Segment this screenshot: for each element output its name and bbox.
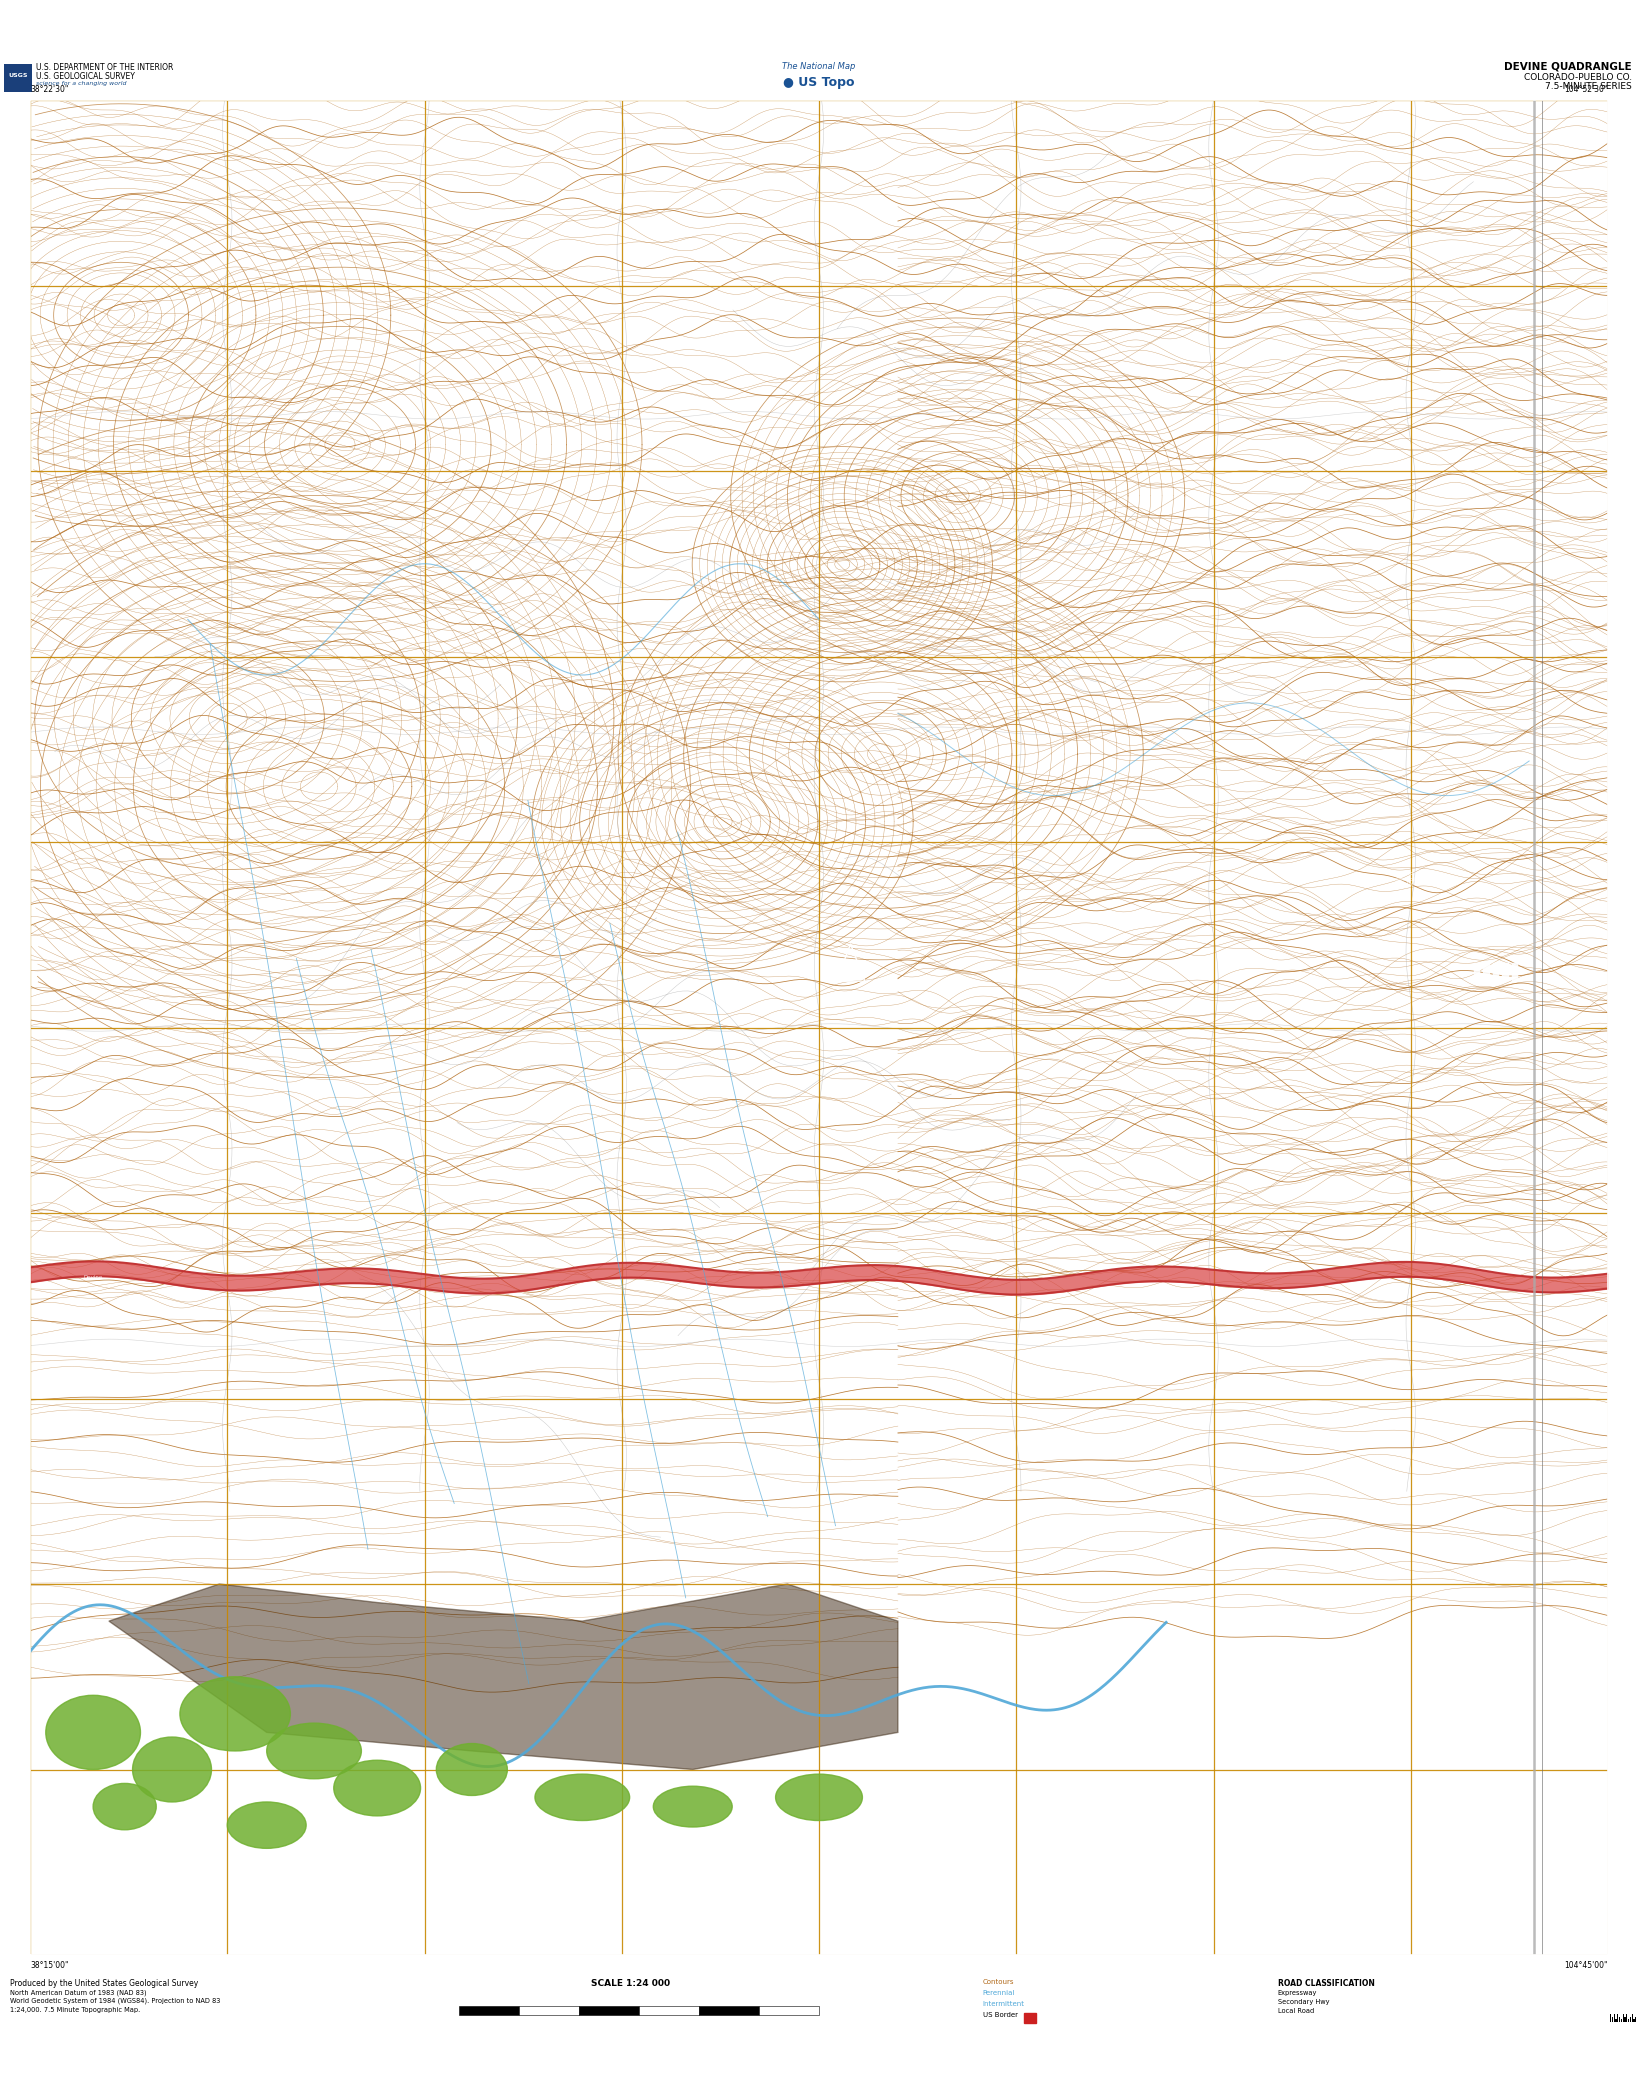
Text: US Border: US Border: [983, 2013, 1017, 2017]
Text: 38°15'00": 38°15'00": [29, 1961, 69, 1969]
Ellipse shape: [228, 1802, 306, 1848]
Ellipse shape: [654, 1785, 732, 1827]
Ellipse shape: [180, 1677, 290, 1752]
Polygon shape: [108, 1585, 898, 1769]
Bar: [758, 2007, 819, 2015]
Bar: [519, 2007, 578, 2015]
Bar: [1024, 2013, 1035, 2023]
Text: Expressway: Expressway: [1278, 1990, 1317, 1996]
Bar: [3, 65, 33, 92]
Text: Perennial: Perennial: [983, 1990, 1016, 1996]
Text: The National Map: The National Map: [783, 63, 855, 71]
Ellipse shape: [93, 1783, 156, 1829]
Text: Intermittent: Intermittent: [983, 2000, 1025, 2007]
Text: DEVINE QUADRANGLE: DEVINE QUADRANGLE: [1504, 63, 1631, 71]
Bar: [1502, 963, 1509, 981]
Text: Secondary Hwy: Secondary Hwy: [1278, 1998, 1328, 2004]
Bar: [639, 2007, 699, 2015]
Text: 7.5-MINUTE SERIES: 7.5-MINUTE SERIES: [1545, 81, 1631, 92]
Ellipse shape: [133, 1737, 211, 1802]
Bar: [1512, 963, 1518, 981]
Text: Produced by the United States Geological Survey: Produced by the United States Geological…: [10, 1979, 198, 1988]
Text: 104°45'00": 104°45'00": [1564, 1961, 1609, 1969]
Bar: [459, 2007, 519, 2015]
Ellipse shape: [46, 1695, 141, 1769]
Text: ROAD CLASSIFICATION: ROAD CLASSIFICATION: [1278, 1979, 1374, 1988]
Bar: [699, 2007, 758, 2015]
Bar: [1492, 963, 1499, 981]
Ellipse shape: [436, 1743, 508, 1796]
Text: 1:24,000. 7.5 Minute Topographic Map.: 1:24,000. 7.5 Minute Topographic Map.: [10, 2007, 141, 2013]
Text: science for a changing world: science for a changing world: [36, 81, 126, 86]
Text: World Geodetic System of 1984 (WGS84). Projection to NAD 83: World Geodetic System of 1984 (WGS84). P…: [10, 1998, 221, 2004]
Ellipse shape: [776, 1775, 862, 1821]
Text: U.S. GEOLOGICAL SURVEY: U.S. GEOLOGICAL SURVEY: [36, 71, 134, 81]
Text: USGS: USGS: [8, 73, 28, 79]
Ellipse shape: [536, 1775, 629, 1821]
Text: Contours: Contours: [983, 1979, 1014, 1986]
Text: SCALE 1:24 000: SCALE 1:24 000: [591, 1979, 670, 1988]
Ellipse shape: [334, 1760, 421, 1817]
Bar: [578, 2007, 639, 2015]
Text: Local Road: Local Road: [1278, 2009, 1314, 2015]
Text: 104°52'30": 104°52'30": [1564, 86, 1609, 94]
Text: ● US Topo: ● US Topo: [783, 75, 855, 90]
Text: COLORADO-PUEBLO CO.: COLORADO-PUEBLO CO.: [1523, 73, 1631, 81]
Text: U.S. DEPARTMENT OF THE INTERIOR: U.S. DEPARTMENT OF THE INTERIOR: [36, 63, 174, 71]
Text: Devine: Devine: [84, 1276, 103, 1280]
Bar: [1474, 963, 1481, 981]
Text: Pueblo
Reservoir
Divide: Pueblo Reservoir Divide: [1387, 871, 1417, 887]
Ellipse shape: [267, 1723, 362, 1779]
Text: 38°22'30": 38°22'30": [29, 86, 69, 94]
Text: North American Datum of 1983 (NAD 83): North American Datum of 1983 (NAD 83): [10, 1990, 147, 1996]
Bar: [1484, 963, 1489, 981]
